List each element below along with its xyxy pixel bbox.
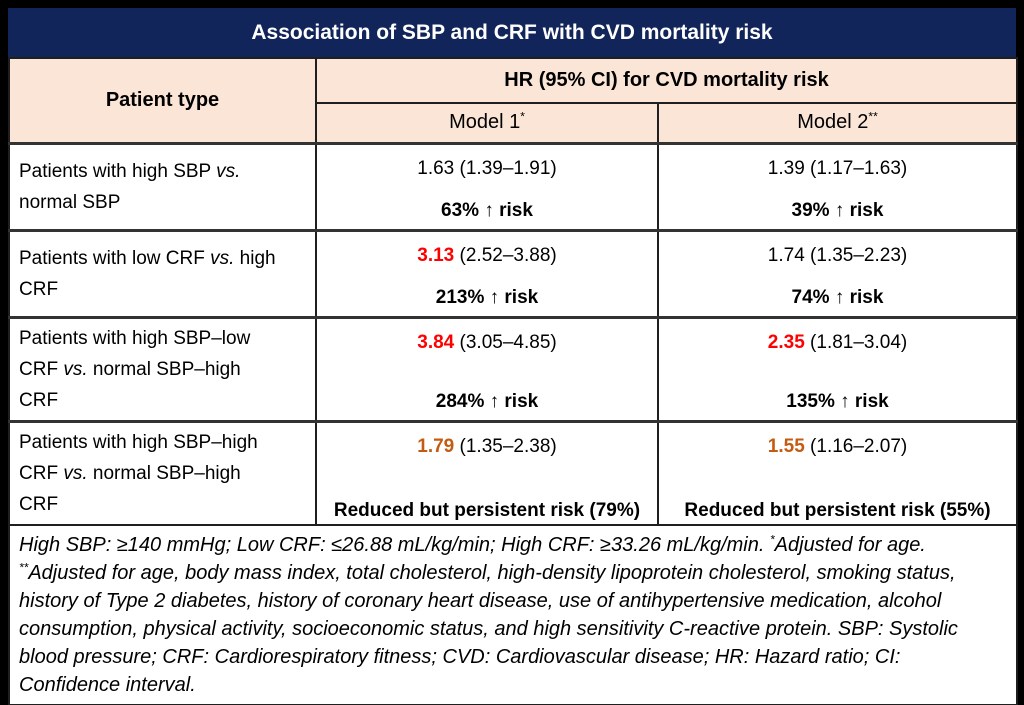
hr-value: 1.79 — [417, 435, 455, 457]
model1-cell: 1.63 (1.39–1.91) 63% ↑ risk — [315, 141, 659, 231]
risk-change-text: 135% ↑ risk — [786, 390, 889, 412]
hr-value: 2.35 — [767, 331, 805, 353]
model1-footnote-marker: * — [520, 109, 525, 124]
model1-cell: 1.79 (1.35–2.38) Reduced but persistent … — [315, 419, 659, 526]
ci-value: (1.17–1.63) — [804, 157, 908, 179]
risk-change-text: Reduced but persistent risk (79%) — [333, 499, 641, 521]
model2-cell: 1.39 (1.17–1.63) 39% ↑ risk — [656, 141, 1019, 231]
footnote-marker-1: * — [769, 531, 775, 546]
risk-change-text: 39% ↑ risk — [791, 199, 884, 221]
footnote-marker-2: ** — [19, 559, 29, 574]
hr-value-line: 1.79 (1.35–2.38) — [317, 436, 657, 458]
hr-value: 3.13 — [417, 244, 455, 266]
patient-type-cell: Patients with high SBP–high CRF vs. norm… — [8, 419, 317, 526]
patient-type-cell: Patients with low CRF vs. high CRF — [8, 228, 317, 318]
patient-type-cell: Patients with high SBP–low CRF vs. norma… — [8, 315, 317, 422]
risk-change-text: 74% ↑ risk — [791, 286, 884, 308]
hr-value-line: 1.39 (1.17–1.63) — [659, 158, 1016, 180]
footnote-adjust-1: Adjusted for age. — [774, 533, 926, 556]
hr-value: 1.74 — [767, 244, 805, 266]
vs-text: vs. — [63, 462, 88, 484]
risk-change-text: 284% ↑ risk — [435, 390, 539, 412]
header-row-1: Patient type HR (95% CI) for CVD mortali… — [8, 57, 1019, 144]
hr-value: 3.84 — [417, 331, 455, 353]
model1-header: Model 1* — [315, 102, 659, 144]
hr-value: 1.55 — [767, 435, 805, 457]
model2-cell: 1.74 (1.35–2.23) 74% ↑ risk — [656, 228, 1019, 318]
hr-ci-header: HR (95% CI) for CVD mortality risk — [314, 57, 1019, 104]
risk-change-text: 213% ↑ risk — [435, 286, 539, 308]
label-text: Patients with low CRF — [19, 247, 211, 269]
ci-value: (1.39–1.91) — [454, 157, 557, 179]
table-row-high-sbp: Patients with high SBP vs. normal SBP 1.… — [8, 141, 1019, 231]
footnote: High SBP: ≥140 mmHg; Low CRF: ≤26.88 mL/… — [7, 523, 1019, 705]
patient-type-header: Patient type — [8, 57, 317, 144]
footnote-row: High SBP: ≥140 mmHg; Low CRF: ≤26.88 mL/… — [7, 523, 1019, 705]
label-text: normal SBP–high CRF — [19, 358, 241, 411]
footnote-adjust-2: Adjusted for age, body mass index, total… — [19, 561, 958, 696]
figure-title: Association of SBP and CRF with CVD mort… — [251, 20, 773, 44]
model1-cell: 3.13 (2.52–3.88) 213% ↑ risk — [315, 228, 659, 318]
patient-type-cell: Patients with high SBP vs. normal SBP — [8, 141, 317, 231]
ci-value: (1.35–2.23) — [804, 244, 908, 266]
table-row-low-crf: Patients with low CRF vs. high CRF 3.13 … — [8, 228, 1019, 318]
table-row-high-sbp-low-crf: Patients with high SBP–low CRF vs. norma… — [8, 315, 1019, 422]
figure-title-bar: Association of SBP and CRF with CVD mort… — [8, 8, 1016, 57]
footnote-definitions: High SBP: ≥140 mmHg; Low CRF: ≤26.88 mL/… — [19, 533, 770, 556]
risk-change-text: 63% ↑ risk — [441, 199, 533, 221]
label-text: high CRF — [19, 247, 276, 300]
label-text: Patients with high SBP–high CRF — [19, 431, 258, 484]
model2-header: Model 2** — [656, 102, 1019, 144]
label-text: normal SBP — [19, 191, 121, 213]
hr-value-line: 2.35 (1.81–3.04) — [659, 332, 1016, 354]
model2-cell: 1.55 (1.16–2.07) Reduced but persistent … — [656, 419, 1019, 526]
hr-value: 1.63 — [417, 157, 455, 179]
vs-text: vs. — [63, 358, 88, 380]
model2-label: Model 2 — [797, 111, 869, 134]
model1-label: Model 1 — [449, 111, 521, 134]
model1-cell: 3.84 (3.05–4.85) 284% ↑ risk — [315, 315, 659, 422]
ci-value: (1.81–3.04) — [804, 331, 908, 353]
label-text: Patients with high SBP–low CRF — [19, 327, 251, 380]
label-text: normal SBP–high CRF — [19, 462, 241, 515]
hr-value-line: 3.84 (3.05–4.85) — [317, 332, 657, 354]
hr-value-line: 3.13 (2.52–3.88) — [317, 245, 657, 267]
ci-value: (1.35–2.38) — [454, 435, 557, 457]
model2-cell: 2.35 (1.81–3.04) 135% ↑ risk — [656, 315, 1019, 422]
model2-footnote-marker: ** — [868, 109, 878, 124]
ci-value: (2.52–3.88) — [454, 244, 557, 266]
table-row-high-sbp-high-crf: Patients with high SBP–high CRF vs. norm… — [8, 419, 1019, 526]
hr-value-line: 1.74 (1.35–2.23) — [659, 245, 1016, 267]
hr-value-line: 1.63 (1.39–1.91) — [317, 158, 657, 180]
risk-change-text: Reduced but persistent risk (55%) — [684, 499, 991, 521]
ci-value: (1.16–2.07) — [804, 435, 908, 457]
ci-value: (3.05–4.85) — [454, 331, 557, 353]
vs-text: vs. — [210, 247, 235, 269]
hr-value: 1.39 — [767, 157, 805, 179]
header-row-2: Model 1* Model 2** — [9, 102, 1019, 144]
label-text: Patients with high SBP — [19, 160, 217, 182]
vs-text: vs. — [216, 160, 241, 182]
hr-table: Patient type HR (95% CI) for CVD mortali… — [7, 57, 1019, 705]
hr-value-line: 1.55 (1.16–2.07) — [659, 436, 1016, 458]
